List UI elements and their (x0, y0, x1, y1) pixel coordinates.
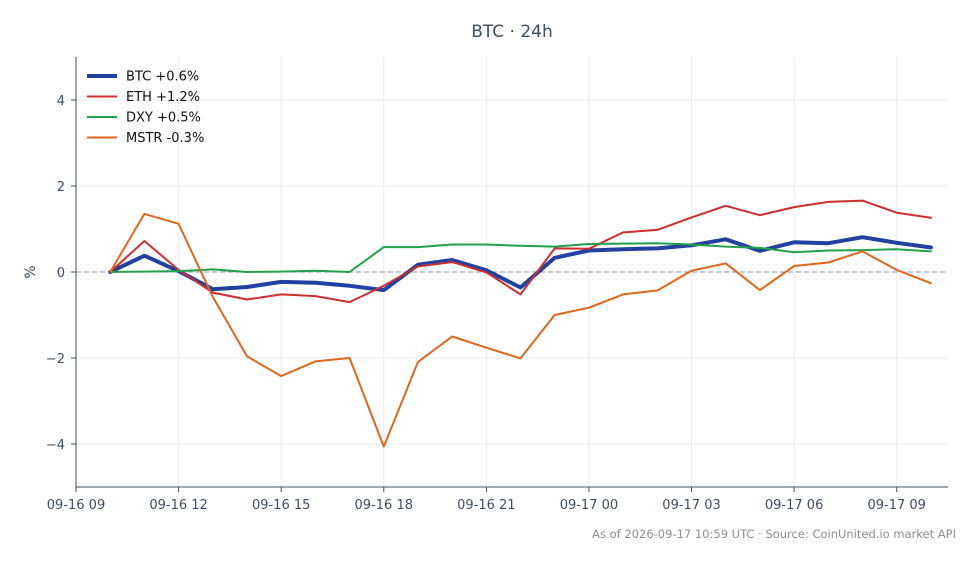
x-tick-label: 09-16 09 (47, 498, 105, 513)
legend-label-1: BTC +0.6% (126, 70, 199, 85)
y-axis-label: % (23, 265, 39, 278)
y-tick-label: 0 (57, 266, 65, 281)
series-line-1 (108, 235, 933, 293)
y-tick-label: 2 (57, 180, 65, 195)
x-tick-label: 09-16 18 (355, 498, 413, 513)
x-tick-label: 09-16 15 (252, 498, 310, 513)
x-tick-label: 09-16 12 (149, 498, 207, 513)
y-tick-label: −2 (46, 352, 65, 367)
legend-label-2: ETH +1.2% (126, 90, 200, 105)
series-line-3 (109, 242, 932, 273)
x-tick-label: 09-17 03 (662, 498, 720, 513)
chart-title: BTC · 24h (471, 22, 553, 42)
x-tick-label: 09-17 06 (765, 498, 823, 513)
y-tick-label: −4 (46, 438, 65, 453)
series-line-2 (109, 199, 932, 304)
legend-label-4: MSTR -0.3% (126, 131, 204, 146)
x-tick-label: 09-16 21 (457, 498, 515, 513)
legend: BTC +0.6% ETH +1.2% DXY +0.5% MSTR -0.3% (87, 70, 204, 146)
legend-label-3: DXY +0.5% (126, 111, 201, 126)
x-tick-label: 09-17 00 (560, 498, 618, 513)
series-line-4 (109, 212, 932, 448)
y-tick-label: 4 (57, 94, 65, 109)
x-tick-label: 09-17 09 (867, 498, 925, 513)
plot-area: −4 −2 0 2 4 09-16 09 09-16 12 09-16 15 09-16 18 0… (46, 57, 948, 513)
footer-note: As of 2026-09-17 10:59 UTC · Source: Coi… (592, 527, 956, 541)
